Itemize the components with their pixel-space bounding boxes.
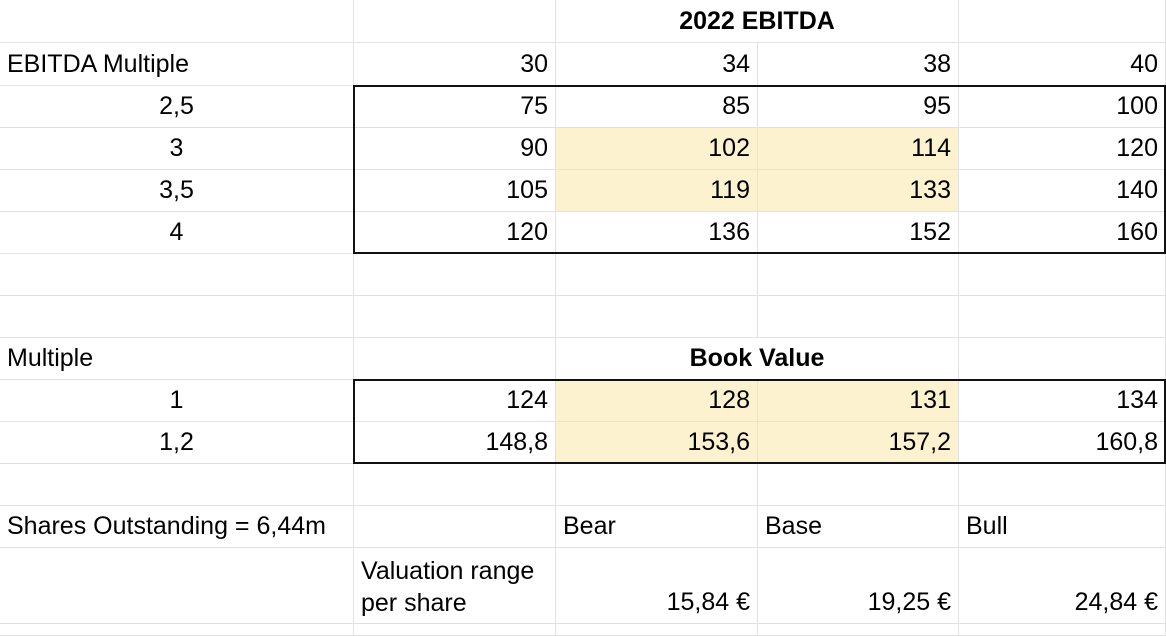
grid-cell[interactable] <box>0 464 354 506</box>
grid-cell[interactable] <box>959 296 1166 338</box>
ebitda-column-header[interactable]: 34 <box>556 43 758 86</box>
book-value-cell-highlighted[interactable]: 153,6 <box>556 422 758 464</box>
grid-cell[interactable] <box>354 506 556 548</box>
scenario-bear-label[interactable]: Bear <box>556 506 758 548</box>
ebitda-value-cell[interactable]: 85 <box>556 86 758 128</box>
grid-cell[interactable] <box>556 296 758 338</box>
valuation-range-label[interactable]: Valuation range per share <box>354 548 556 624</box>
grid-cell[interactable] <box>0 624 354 636</box>
book-value-cell[interactable]: 148,8 <box>354 422 556 464</box>
ebitda-value-cell[interactable]: 90 <box>354 128 556 170</box>
scenario-bull-label[interactable]: Bull <box>959 506 1166 548</box>
ebitda-value-cell-highlighted[interactable]: 114 <box>758 128 959 170</box>
book-value-row-header[interactable]: Multiple <box>0 338 354 380</box>
ebitda-column-header[interactable]: 38 <box>758 43 959 86</box>
ebitda-value-cell-highlighted[interactable]: 133 <box>758 170 959 212</box>
ebitda-multiple-label[interactable]: 2,5 <box>0 86 354 128</box>
book-value-cell[interactable]: 134 <box>959 380 1166 422</box>
ebitda-value-cell-highlighted[interactable]: 119 <box>556 170 758 212</box>
ebitda-value-cell[interactable]: 140 <box>959 170 1166 212</box>
ebitda-value-cell[interactable]: 152 <box>758 212 959 254</box>
scenario-base-label[interactable]: Base <box>758 506 959 548</box>
grid-cell[interactable] <box>354 338 556 380</box>
grid-cell[interactable] <box>959 338 1166 380</box>
ebitda-table-title[interactable]: 2022 EBITDA <box>556 0 959 43</box>
ebitda-multiple-label[interactable]: 3 <box>0 128 354 170</box>
ebitda-column-header[interactable]: 40 <box>959 43 1166 86</box>
grid-cell[interactable] <box>354 624 556 636</box>
valuation-base-value[interactable]: 19,25 € <box>758 548 959 624</box>
book-value-cell[interactable]: 124 <box>354 380 556 422</box>
grid-cell[interactable] <box>556 254 758 296</box>
grid-cell[interactable] <box>354 254 556 296</box>
grid-cell[interactable] <box>758 624 959 636</box>
ebitda-value-cell[interactable]: 95 <box>758 86 959 128</box>
ebitda-value-cell[interactable]: 120 <box>354 212 556 254</box>
ebitda-row-header[interactable]: EBITDA Multiple <box>0 43 354 86</box>
ebitda-value-cell[interactable]: 136 <box>556 212 758 254</box>
book-value-cell[interactable]: 160,8 <box>959 422 1166 464</box>
grid-cell[interactable] <box>556 464 758 506</box>
ebitda-value-cell[interactable]: 105 <box>354 170 556 212</box>
grid-cell[interactable] <box>959 464 1166 506</box>
grid-cell[interactable] <box>0 548 354 624</box>
grid-cell[interactable] <box>354 0 556 43</box>
valuation-bull-value[interactable]: 24,84 € <box>959 548 1166 624</box>
grid-cell[interactable] <box>0 0 354 43</box>
ebitda-value-cell[interactable]: 120 <box>959 128 1166 170</box>
ebitda-value-cell[interactable]: 75 <box>354 86 556 128</box>
grid-cell[interactable] <box>758 464 959 506</box>
ebitda-multiple-label[interactable]: 4 <box>0 212 354 254</box>
ebitda-column-header[interactable]: 30 <box>354 43 556 86</box>
shares-outstanding-label[interactable]: Shares Outstanding = 6,44m <box>0 506 354 548</box>
grid-cell[interactable] <box>354 296 556 338</box>
grid-cell[interactable] <box>354 464 556 506</box>
book-value-cell-highlighted[interactable]: 128 <box>556 380 758 422</box>
grid-cell[interactable] <box>758 254 959 296</box>
grid-cell[interactable] <box>959 0 1166 43</box>
grid-cell[interactable] <box>758 296 959 338</box>
ebitda-value-cell-highlighted[interactable]: 102 <box>556 128 758 170</box>
book-value-multiple-label[interactable]: 1 <box>0 380 354 422</box>
book-value-table-title[interactable]: Book Value <box>556 338 959 380</box>
ebitda-value-cell[interactable]: 160 <box>959 212 1166 254</box>
ebitda-multiple-label[interactable]: 3,5 <box>0 170 354 212</box>
ebitda-value-cell[interactable]: 100 <box>959 86 1166 128</box>
grid-cell[interactable] <box>959 624 1166 636</box>
grid-cell[interactable] <box>959 254 1166 296</box>
book-value-multiple-label[interactable]: 1,2 <box>0 422 354 464</box>
book-value-cell-highlighted[interactable]: 157,2 <box>758 422 959 464</box>
grid-cell[interactable] <box>0 254 354 296</box>
grid-cell[interactable] <box>556 624 758 636</box>
book-value-cell-highlighted[interactable]: 131 <box>758 380 959 422</box>
grid-cell[interactable] <box>0 296 354 338</box>
valuation-bear-value[interactable]: 15,84 € <box>556 548 758 624</box>
